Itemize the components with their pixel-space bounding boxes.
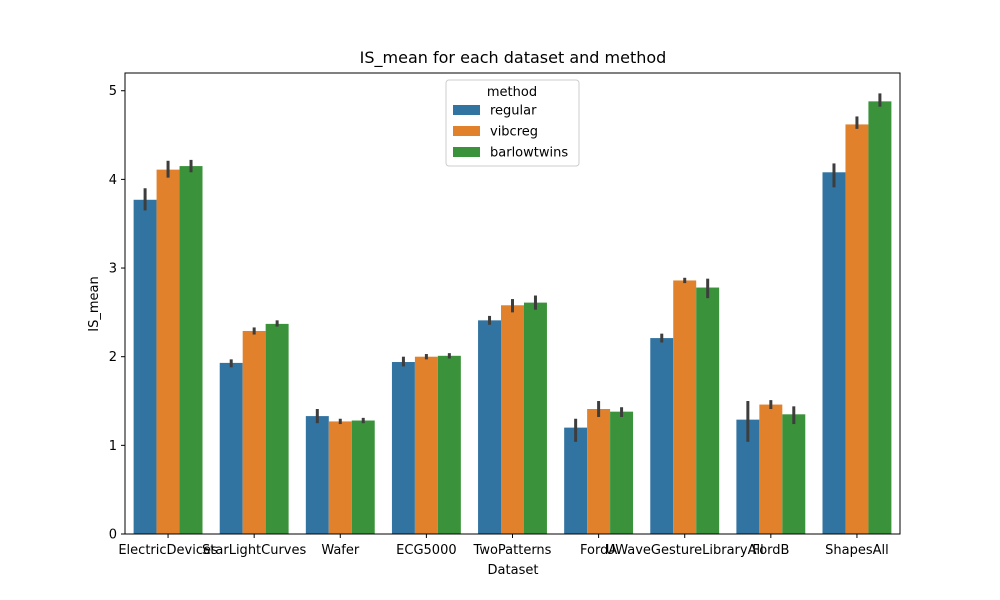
bar-barlowtwins (437, 355, 461, 534)
legend-swatch-barlowtwins (453, 147, 480, 157)
x-tick-label: FordA (580, 543, 617, 558)
bar-vibcreg (673, 280, 697, 534)
bar-vibcreg (242, 330, 266, 534)
x-axis-label: Dataset (488, 563, 539, 578)
legend-label-barlowtwins: barlowtwins (490, 146, 568, 161)
x-tick-label: ElectricDevices (118, 543, 218, 558)
y-tick-label: 3 (109, 262, 117, 277)
bar-regular (219, 362, 243, 534)
bar-vibcreg (587, 408, 611, 534)
bar-barlowtwins (696, 287, 720, 534)
x-tick-label: Wafer (321, 543, 360, 558)
bars-group (133, 101, 892, 535)
bar-vibcreg (414, 356, 438, 534)
bar-vibcreg (845, 124, 869, 535)
legend-title: method (487, 85, 537, 100)
bar-barlowtwins (868, 101, 892, 534)
bar-barlowtwins (610, 411, 634, 534)
legend: method regular vibcreg barlowtwins (445, 79, 580, 167)
bar-barlowtwins (523, 302, 547, 534)
bar-barlowtwins (179, 166, 203, 534)
legend-box (445, 79, 580, 167)
chart-title: IS_mean for each dataset and method (360, 48, 667, 68)
y-tick-label: 5 (109, 84, 117, 99)
x-tick-label: TwoPatterns (473, 543, 552, 558)
bar-regular (305, 416, 329, 534)
bar-regular (478, 320, 502, 534)
bar-regular (650, 338, 674, 534)
error-bars-group (143, 93, 882, 442)
y-tick-label: 4 (109, 173, 117, 188)
y-tick-label: 0 (109, 528, 117, 543)
bar-barlowtwins (782, 414, 806, 534)
y-axis-ticks: 0 1 2 3 4 5 (109, 84, 125, 543)
bar-regular (736, 419, 760, 534)
x-tick-label: ShapesAll (825, 543, 889, 558)
legend-label-vibcreg: vibcreg (490, 125, 538, 140)
bar-vibcreg (759, 404, 783, 534)
bar-regular (564, 427, 588, 534)
bar-barlowtwins (351, 420, 375, 534)
y-tick-label: 1 (109, 439, 117, 454)
bar-regular (391, 362, 415, 534)
legend-items: regular vibcreg barlowtwins (453, 104, 568, 161)
plot-frame (124, 72, 901, 535)
bar-barlowtwins (265, 323, 289, 534)
bar-vibcreg (328, 421, 352, 534)
x-tick-label: UWaveGestureLibraryAll (606, 543, 764, 558)
bar-vibcreg (156, 169, 180, 534)
y-axis-label: IS_mean (87, 276, 102, 331)
x-tick-label: FordB (752, 543, 789, 558)
bar-vibcreg (501, 305, 524, 534)
x-tick-label: StarLightCurves (202, 543, 306, 558)
legend-label-regular: regular (490, 104, 537, 119)
bar-regular (822, 172, 846, 535)
bar-regular (133, 199, 157, 534)
y-tick-label: 2 (109, 350, 117, 365)
x-tick-label: ECG5000 (396, 543, 456, 558)
legend-swatch-regular (453, 105, 480, 115)
legend-swatch-vibcreg (453, 126, 480, 136)
